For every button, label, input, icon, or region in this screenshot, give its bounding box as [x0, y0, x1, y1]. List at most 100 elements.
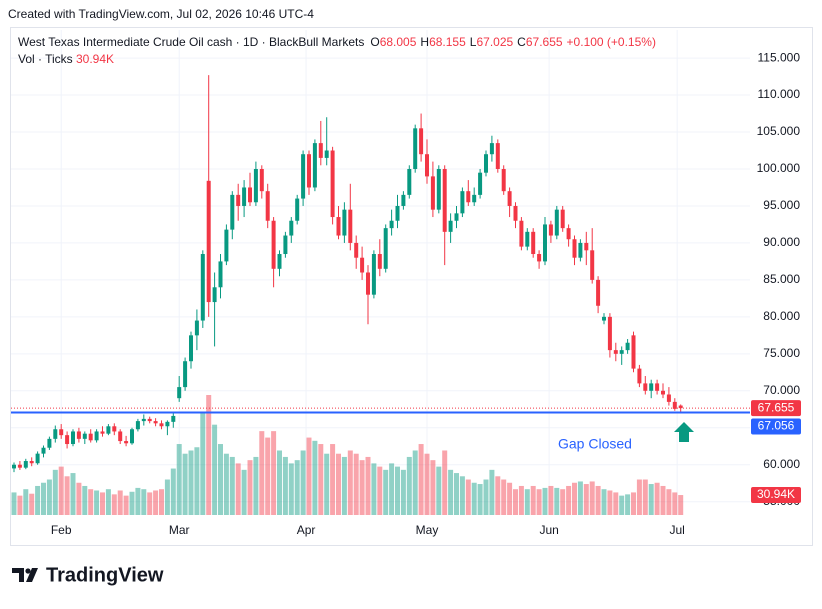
volume-bar — [271, 431, 277, 515]
volume-bar — [94, 490, 100, 515]
volume-bar — [277, 450, 282, 515]
volume-bar — [678, 495, 684, 515]
volume-bar — [282, 456, 288, 515]
chart-frame — [10, 27, 813, 546]
candle-body — [413, 128, 418, 169]
volume-bar — [501, 479, 507, 515]
y-tick-label: 70.000 — [763, 383, 800, 397]
candle-body — [183, 361, 188, 388]
volume-bar — [454, 473, 459, 515]
volume-bar — [483, 479, 489, 515]
candle-body — [318, 143, 323, 158]
logo-dot — [25, 568, 31, 574]
volume-bar — [459, 476, 465, 515]
volume-bar — [554, 487, 560, 515]
volume-bar — [336, 453, 341, 515]
candle-body — [171, 415, 176, 422]
candle-body — [41, 447, 46, 454]
volume-bar — [465, 479, 471, 515]
x-tick-label: May — [416, 523, 439, 537]
volume-bar — [542, 487, 548, 515]
volume-bar — [583, 484, 589, 515]
volume-bar — [619, 495, 625, 515]
candle-body — [118, 431, 123, 442]
volume-bar — [212, 424, 218, 515]
candle-body — [312, 143, 317, 188]
candle-body — [177, 387, 182, 399]
volume-bar — [489, 469, 495, 515]
x-tick-label: Jun — [539, 523, 558, 537]
volume-bar — [601, 489, 607, 515]
candle-body — [71, 431, 75, 445]
candle-body — [371, 254, 376, 295]
volume-bar — [513, 489, 518, 515]
volume-bar — [23, 489, 29, 515]
candle-body — [23, 461, 28, 468]
volume-bar — [648, 484, 654, 515]
volume-bar — [182, 453, 188, 515]
candle-body — [419, 128, 424, 155]
volume-bar — [100, 492, 105, 515]
candle-body — [613, 350, 618, 354]
candle-body — [489, 143, 494, 155]
candle-body — [360, 257, 365, 273]
volume-bar — [153, 490, 159, 515]
volume-bar — [654, 482, 660, 515]
last-price-label: 67.655 — [758, 400, 795, 414]
arrow-up — [674, 422, 694, 442]
candle-body — [194, 320, 199, 336]
volume-bar — [330, 444, 336, 515]
plot — [11, 30, 750, 515]
volume-bar — [625, 494, 631, 515]
volume-bar — [300, 450, 306, 515]
volume-bar — [507, 482, 513, 515]
volume-bar — [536, 489, 542, 515]
candle-body — [430, 176, 435, 210]
candle-body — [607, 316, 612, 351]
candle-body — [236, 194, 241, 206]
volume-bar — [548, 485, 554, 515]
candle-body — [442, 168, 447, 232]
y-tick-label: 80.000 — [763, 309, 800, 323]
candle-body — [342, 209, 347, 236]
candle-body — [566, 228, 571, 240]
candle-body — [76, 431, 81, 439]
candle-body — [655, 383, 660, 391]
candle-body — [289, 220, 294, 236]
volume-bar — [566, 485, 572, 515]
candle-body — [448, 220, 453, 232]
candle-body — [495, 143, 500, 169]
volume-bar — [406, 456, 412, 515]
brand: TradingView — [46, 564, 164, 586]
volume-bar — [560, 489, 566, 515]
legend: West Texas Intermediate Crude Oil cash ·… — [18, 35, 656, 66]
volume-bar — [365, 456, 371, 515]
volume-bar — [318, 444, 324, 515]
legend-key: C — [517, 35, 526, 49]
last-price-box — [751, 400, 801, 417]
y-tick-label: 75.000 — [763, 346, 800, 360]
volume-bar — [52, 469, 58, 515]
volume-bar — [631, 492, 636, 515]
candle-body — [472, 194, 477, 203]
candle-body — [224, 229, 229, 262]
candle-body — [354, 242, 359, 258]
annotation: Gap Closed — [558, 436, 632, 452]
volume-bar — [389, 463, 395, 515]
candle-body — [507, 191, 512, 206]
legend-value: 67.025 — [476, 35, 513, 49]
candle-body — [147, 418, 152, 422]
candle-body — [519, 220, 524, 247]
y-tick-label: 105.000 — [757, 124, 801, 138]
candle-body — [206, 180, 211, 303]
candle-body — [672, 401, 677, 409]
candle-body — [619, 350, 624, 354]
candle-body — [572, 239, 577, 258]
candle-body — [584, 242, 589, 251]
volume-bar — [111, 494, 117, 515]
candle-body — [554, 209, 559, 236]
hline-label: 67.056 — [758, 419, 795, 433]
symbol-title: West Texas Intermediate Crude Oil cash ·… — [18, 35, 364, 49]
y-tick-label: 95.000 — [763, 198, 800, 212]
